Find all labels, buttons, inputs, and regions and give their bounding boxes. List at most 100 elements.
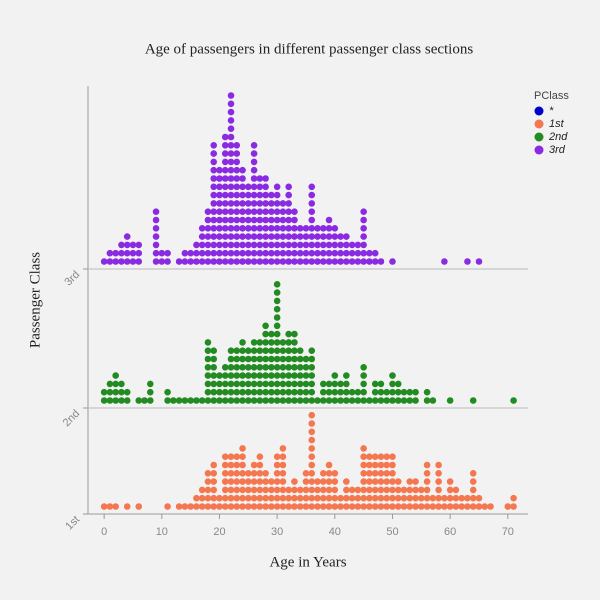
dot <box>250 397 258 404</box>
dot <box>343 258 350 265</box>
dot <box>389 494 396 502</box>
dot <box>193 494 200 502</box>
dot <box>279 347 287 355</box>
dot <box>319 225 327 232</box>
dot <box>256 183 264 191</box>
dot <box>319 486 327 494</box>
dot <box>273 305 281 313</box>
dot <box>348 249 356 257</box>
dot <box>227 133 235 141</box>
dot <box>216 372 223 379</box>
dot <box>319 258 327 265</box>
dot <box>302 355 310 363</box>
dot <box>250 372 258 379</box>
dot <box>337 494 344 502</box>
dot <box>262 216 269 224</box>
dot <box>296 233 304 240</box>
dot <box>250 216 258 224</box>
dot <box>469 503 477 510</box>
dot <box>210 503 218 510</box>
dot <box>394 380 402 388</box>
legend-title: PClass <box>534 90 569 102</box>
dot <box>360 478 367 485</box>
dot <box>227 117 235 124</box>
legend-label: * <box>549 105 554 117</box>
dot <box>308 411 316 419</box>
dot <box>371 470 379 477</box>
dot <box>268 397 275 404</box>
dot <box>216 249 223 257</box>
dot <box>423 461 431 469</box>
dot <box>291 241 298 249</box>
dot <box>302 486 310 494</box>
dot <box>198 397 206 404</box>
dot <box>308 445 316 452</box>
dot <box>464 503 471 510</box>
dot <box>291 330 298 338</box>
dot <box>383 503 391 510</box>
dot <box>291 478 298 485</box>
dot <box>279 364 287 371</box>
dot <box>366 494 373 502</box>
dot <box>233 503 241 510</box>
dot <box>198 258 206 265</box>
dot <box>245 372 252 379</box>
dot <box>106 258 114 265</box>
dot <box>452 486 460 494</box>
dot <box>210 372 218 379</box>
dot <box>291 503 298 510</box>
dot <box>210 249 218 257</box>
dot <box>435 494 442 502</box>
dot <box>337 258 344 265</box>
dot <box>250 503 258 510</box>
dot <box>308 494 316 502</box>
dot <box>193 249 200 257</box>
dot <box>245 347 252 355</box>
dot <box>366 249 373 257</box>
dot <box>268 339 275 346</box>
dot <box>377 453 385 461</box>
dot <box>152 216 160 224</box>
dot <box>366 486 373 494</box>
dot <box>308 200 316 207</box>
dot <box>446 503 454 510</box>
dot <box>198 225 206 232</box>
dot <box>371 453 379 461</box>
dot <box>118 397 125 404</box>
dot <box>123 249 131 257</box>
dot <box>348 503 356 510</box>
dot <box>325 233 333 240</box>
dot <box>308 241 316 249</box>
dot <box>296 388 304 396</box>
dot <box>394 478 402 485</box>
dot <box>216 494 223 502</box>
dot <box>221 241 229 249</box>
dot <box>302 503 310 510</box>
dot <box>250 142 258 149</box>
dot <box>371 461 379 469</box>
dot <box>221 470 229 477</box>
dot <box>319 233 327 240</box>
dot <box>308 208 316 215</box>
dot <box>152 258 160 265</box>
dot <box>221 478 229 485</box>
dot <box>377 461 385 469</box>
legend-label: 1st <box>549 118 565 130</box>
dot <box>314 241 321 249</box>
dot <box>360 486 367 494</box>
dot <box>354 486 362 494</box>
dot <box>245 241 252 249</box>
dot <box>141 397 148 404</box>
dot <box>100 258 108 265</box>
dot <box>118 380 125 388</box>
dot <box>273 289 281 296</box>
dot <box>135 258 143 265</box>
dot <box>239 191 246 199</box>
dot <box>279 388 287 396</box>
dot <box>360 388 367 396</box>
dot <box>273 330 281 338</box>
dot <box>371 380 379 388</box>
dot <box>227 92 235 99</box>
dot <box>256 486 264 494</box>
dot <box>262 486 269 494</box>
